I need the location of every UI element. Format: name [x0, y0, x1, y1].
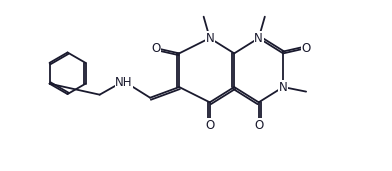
Text: N: N: [254, 32, 263, 45]
Text: O: O: [152, 42, 161, 55]
Text: O: O: [254, 119, 263, 132]
Text: N: N: [279, 81, 288, 94]
Text: NH: NH: [115, 76, 133, 89]
Text: N: N: [205, 32, 214, 45]
Text: O: O: [205, 119, 214, 132]
Text: O: O: [301, 42, 311, 55]
